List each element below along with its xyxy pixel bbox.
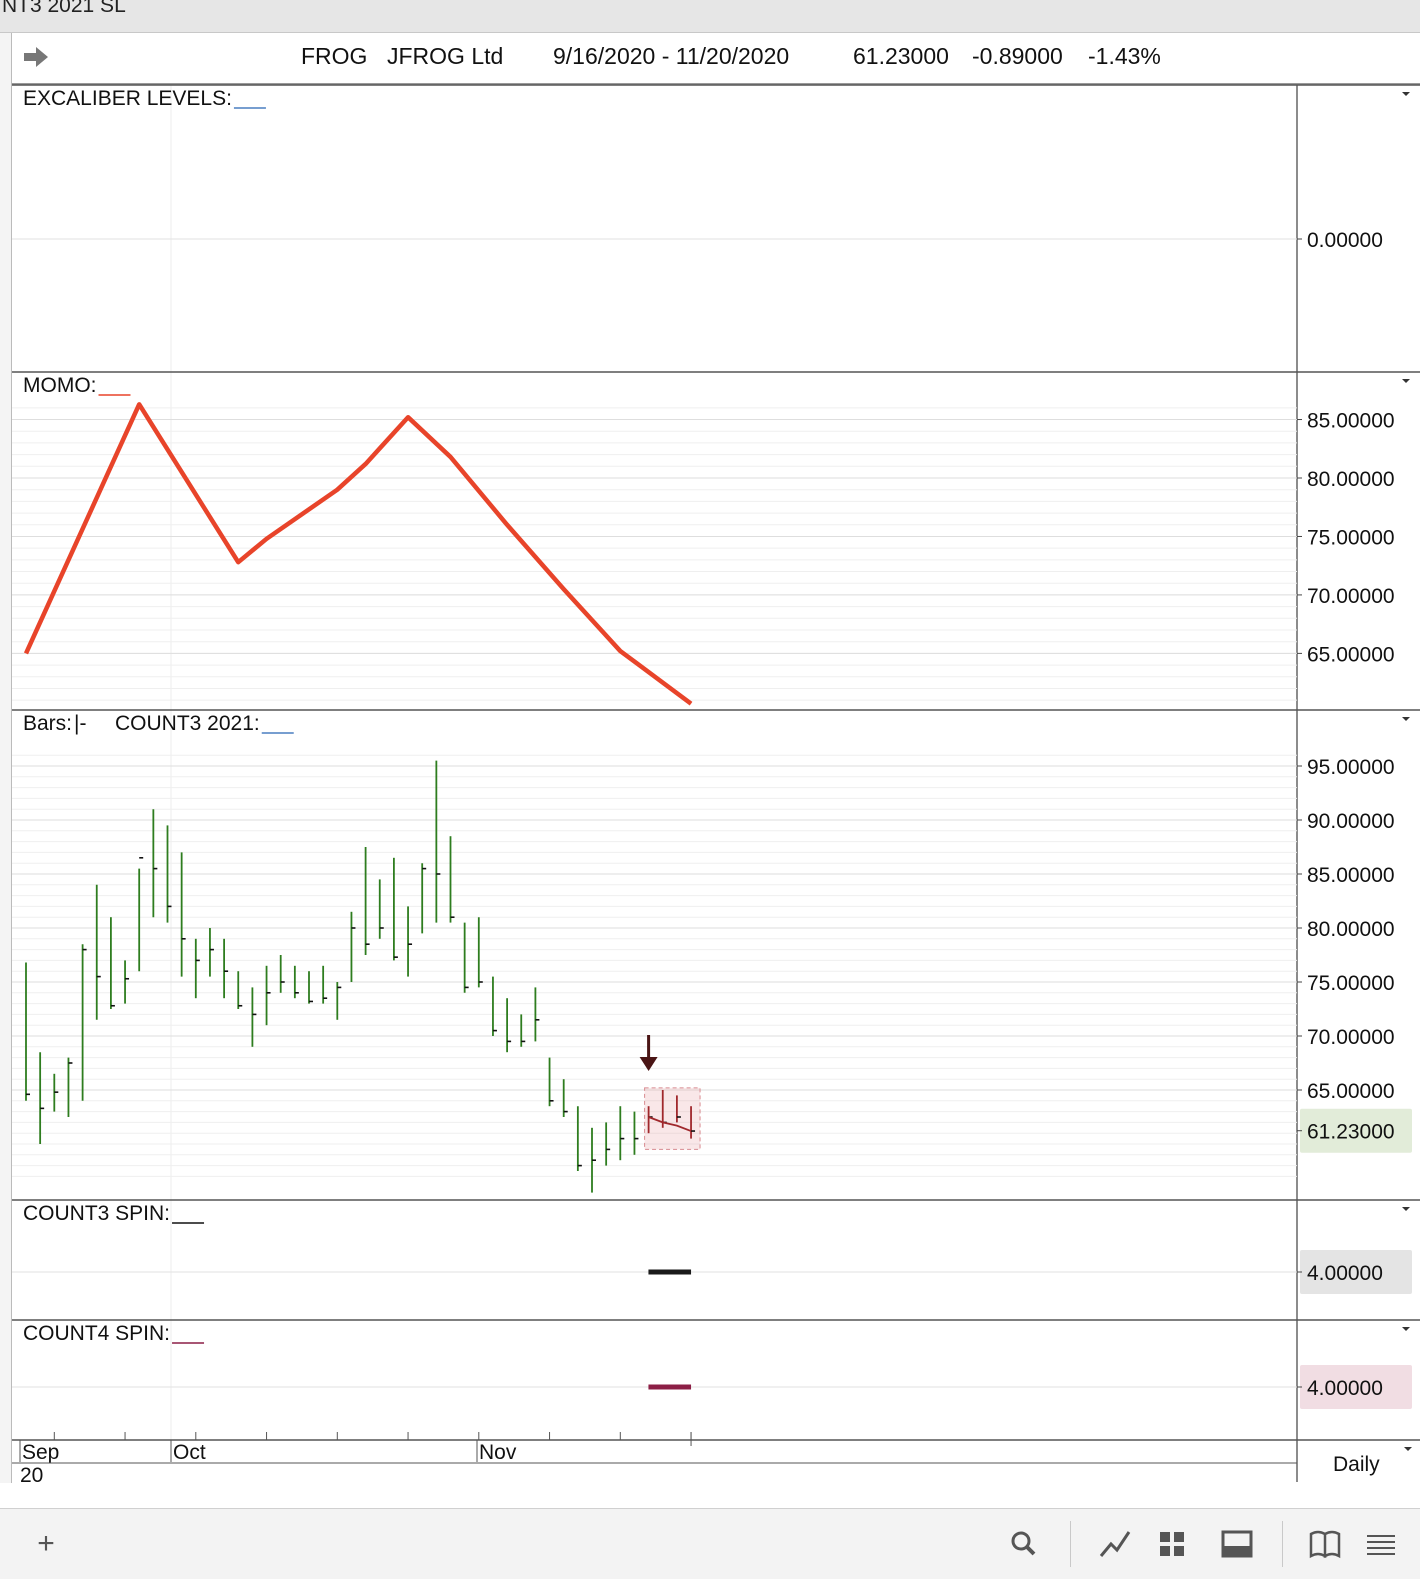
add-button-icon[interactable]: + bbox=[26, 1524, 66, 1564]
pane-menu-icon bbox=[1402, 379, 1410, 383]
y-tick-label: 75.00000 bbox=[1307, 526, 1395, 549]
y-tick-label: 85.00000 bbox=[1307, 410, 1395, 433]
chart-canvas[interactable]: EXCALIBER LEVELS: 0.00000 85.00000 80.00000… bbox=[0, 0, 1420, 1508]
bars-style-label: |- bbox=[74, 712, 86, 735]
y-tick-label: 85.00000 bbox=[1307, 864, 1395, 887]
y-tick-label: 65.00000 bbox=[1307, 643, 1395, 666]
count3-spin-title: COUNT3 SPIN: bbox=[23, 1202, 170, 1225]
y-tick-label: 4.00000 bbox=[1307, 1262, 1383, 1285]
momo-line bbox=[26, 404, 691, 703]
chart-style-icon[interactable] bbox=[1095, 1524, 1135, 1564]
excaliber-title: EXCALIBER LEVELS: bbox=[23, 87, 232, 110]
last-price-label: 61.23000 bbox=[1307, 1121, 1395, 1144]
y-tick-label: 80.00000 bbox=[1307, 468, 1395, 491]
y-tick-label: 90.00000 bbox=[1307, 810, 1395, 833]
count3-overlay-title: COUNT3 2021: bbox=[115, 712, 260, 735]
periodicity-label: Daily bbox=[1333, 1453, 1380, 1476]
bottom-toolbar: + bbox=[0, 1508, 1420, 1579]
y-tick-label: 80.00000 bbox=[1307, 918, 1395, 941]
grid-layout-icon[interactable] bbox=[1152, 1524, 1192, 1564]
panel-icon[interactable] bbox=[1217, 1524, 1257, 1564]
y-tick-label: 70.00000 bbox=[1307, 1026, 1395, 1049]
x-axis-label: Oct bbox=[173, 1441, 206, 1464]
book-icon[interactable] bbox=[1305, 1524, 1345, 1564]
pane-menu-icon bbox=[1402, 92, 1410, 96]
bars-title: Bars: bbox=[23, 712, 72, 735]
pane-menu-icon bbox=[1402, 717, 1410, 721]
y-tick-label: 95.00000 bbox=[1307, 756, 1395, 779]
pane-menu-icon bbox=[1402, 1207, 1410, 1211]
x-axis-label: Sep bbox=[22, 1441, 59, 1464]
momo-title: MOMO: bbox=[23, 374, 97, 397]
periodicity-menu-icon bbox=[1404, 1447, 1412, 1451]
menu-icon[interactable] bbox=[1361, 1524, 1401, 1564]
y-tick-label: 4.00000 bbox=[1307, 1377, 1383, 1400]
y-tick-label: 0.00000 bbox=[1307, 229, 1383, 252]
search-icon[interactable] bbox=[1004, 1524, 1044, 1564]
x-axis-label: Nov bbox=[479, 1441, 517, 1464]
y-tick-label: 75.00000 bbox=[1307, 972, 1395, 995]
y-tick-label: 65.00000 bbox=[1307, 1080, 1395, 1103]
y-tick-label: 70.00000 bbox=[1307, 585, 1395, 608]
pane-menu-icon bbox=[1402, 1327, 1410, 1331]
count4-spin-title: COUNT4 SPIN: bbox=[23, 1322, 170, 1345]
x-axis-sublabel: 20 bbox=[20, 1464, 43, 1487]
